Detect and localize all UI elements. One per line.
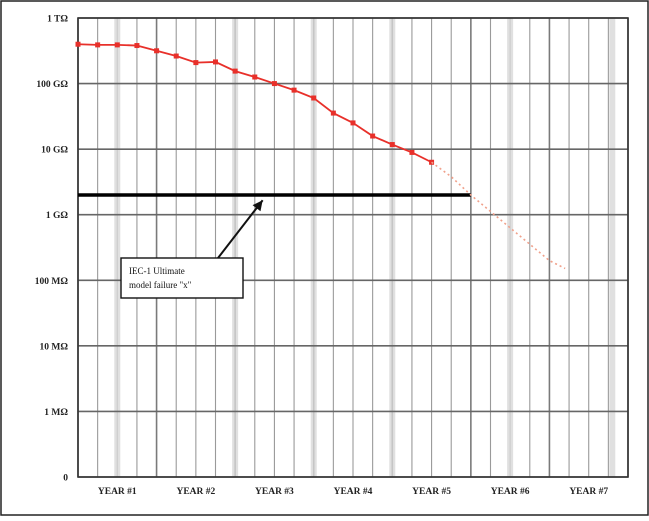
x-tick-label: YEAR #7 — [569, 487, 608, 497]
data-point — [291, 87, 297, 93]
data-point — [95, 42, 101, 48]
y-tick-label: 1 MΩ — [44, 408, 68, 418]
data-point — [114, 42, 120, 48]
data-point — [252, 74, 258, 80]
data-point — [75, 41, 81, 47]
x-tick-label: YEAR #1 — [98, 487, 137, 497]
data-point — [173, 53, 179, 59]
data-point — [350, 120, 356, 126]
data-point — [232, 68, 238, 74]
column-shade — [114, 18, 121, 477]
data-point — [213, 59, 218, 65]
annotation-box — [120, 257, 244, 299]
y-tick-label: 0 — [63, 474, 68, 484]
y-tick-label: 10 GΩ — [41, 146, 68, 156]
annotation-arrow — [217, 199, 264, 259]
x-tick-label: YEAR #6 — [491, 487, 530, 497]
data-point — [409, 149, 415, 155]
y-tick-label: 100 MΩ — [35, 277, 69, 287]
data-point — [370, 133, 376, 139]
data-point — [134, 43, 140, 49]
y-tick-label: 100 GΩ — [36, 80, 68, 90]
y-tick-label: 10 MΩ — [40, 342, 69, 352]
column-shade — [310, 18, 317, 477]
grid — [77, 17, 629, 478]
data-point — [154, 48, 160, 54]
plot-border — [77, 17, 629, 478]
data-point — [389, 142, 395, 148]
y-tick-label: 1 GΩ — [46, 211, 69, 221]
data-marks — [75, 41, 566, 270]
column-shade — [232, 18, 239, 477]
data-point — [330, 110, 336, 116]
x-tick-label: YEAR #4 — [334, 487, 373, 497]
x-tick-label: YEAR #2 — [176, 487, 215, 497]
annotation-arrowhead — [252, 200, 263, 212]
annotation-text-line-2: model failure "x" — [129, 280, 192, 290]
column-shade — [507, 18, 514, 477]
y-tick-label: 1 TΩ — [47, 15, 68, 25]
data-point — [311, 95, 317, 101]
annotation: IEC-1 Ultimate model failure "x" — [120, 199, 264, 299]
column-shade — [389, 18, 396, 477]
annotation-text-line-1: IEC-1 Ultimate — [129, 266, 185, 276]
axis-labels: 1 TΩ 100 GΩ 10 GΩ 1 GΩ 100 MΩ 10 MΩ 1 MΩ 0 YEAR … — [35, 15, 609, 498]
data-point — [193, 60, 199, 66]
x-tick-label: YEAR #3 — [255, 487, 294, 497]
x-tick-label: YEAR #5 — [412, 487, 451, 497]
column-shade — [609, 18, 616, 477]
data-point — [271, 81, 277, 87]
